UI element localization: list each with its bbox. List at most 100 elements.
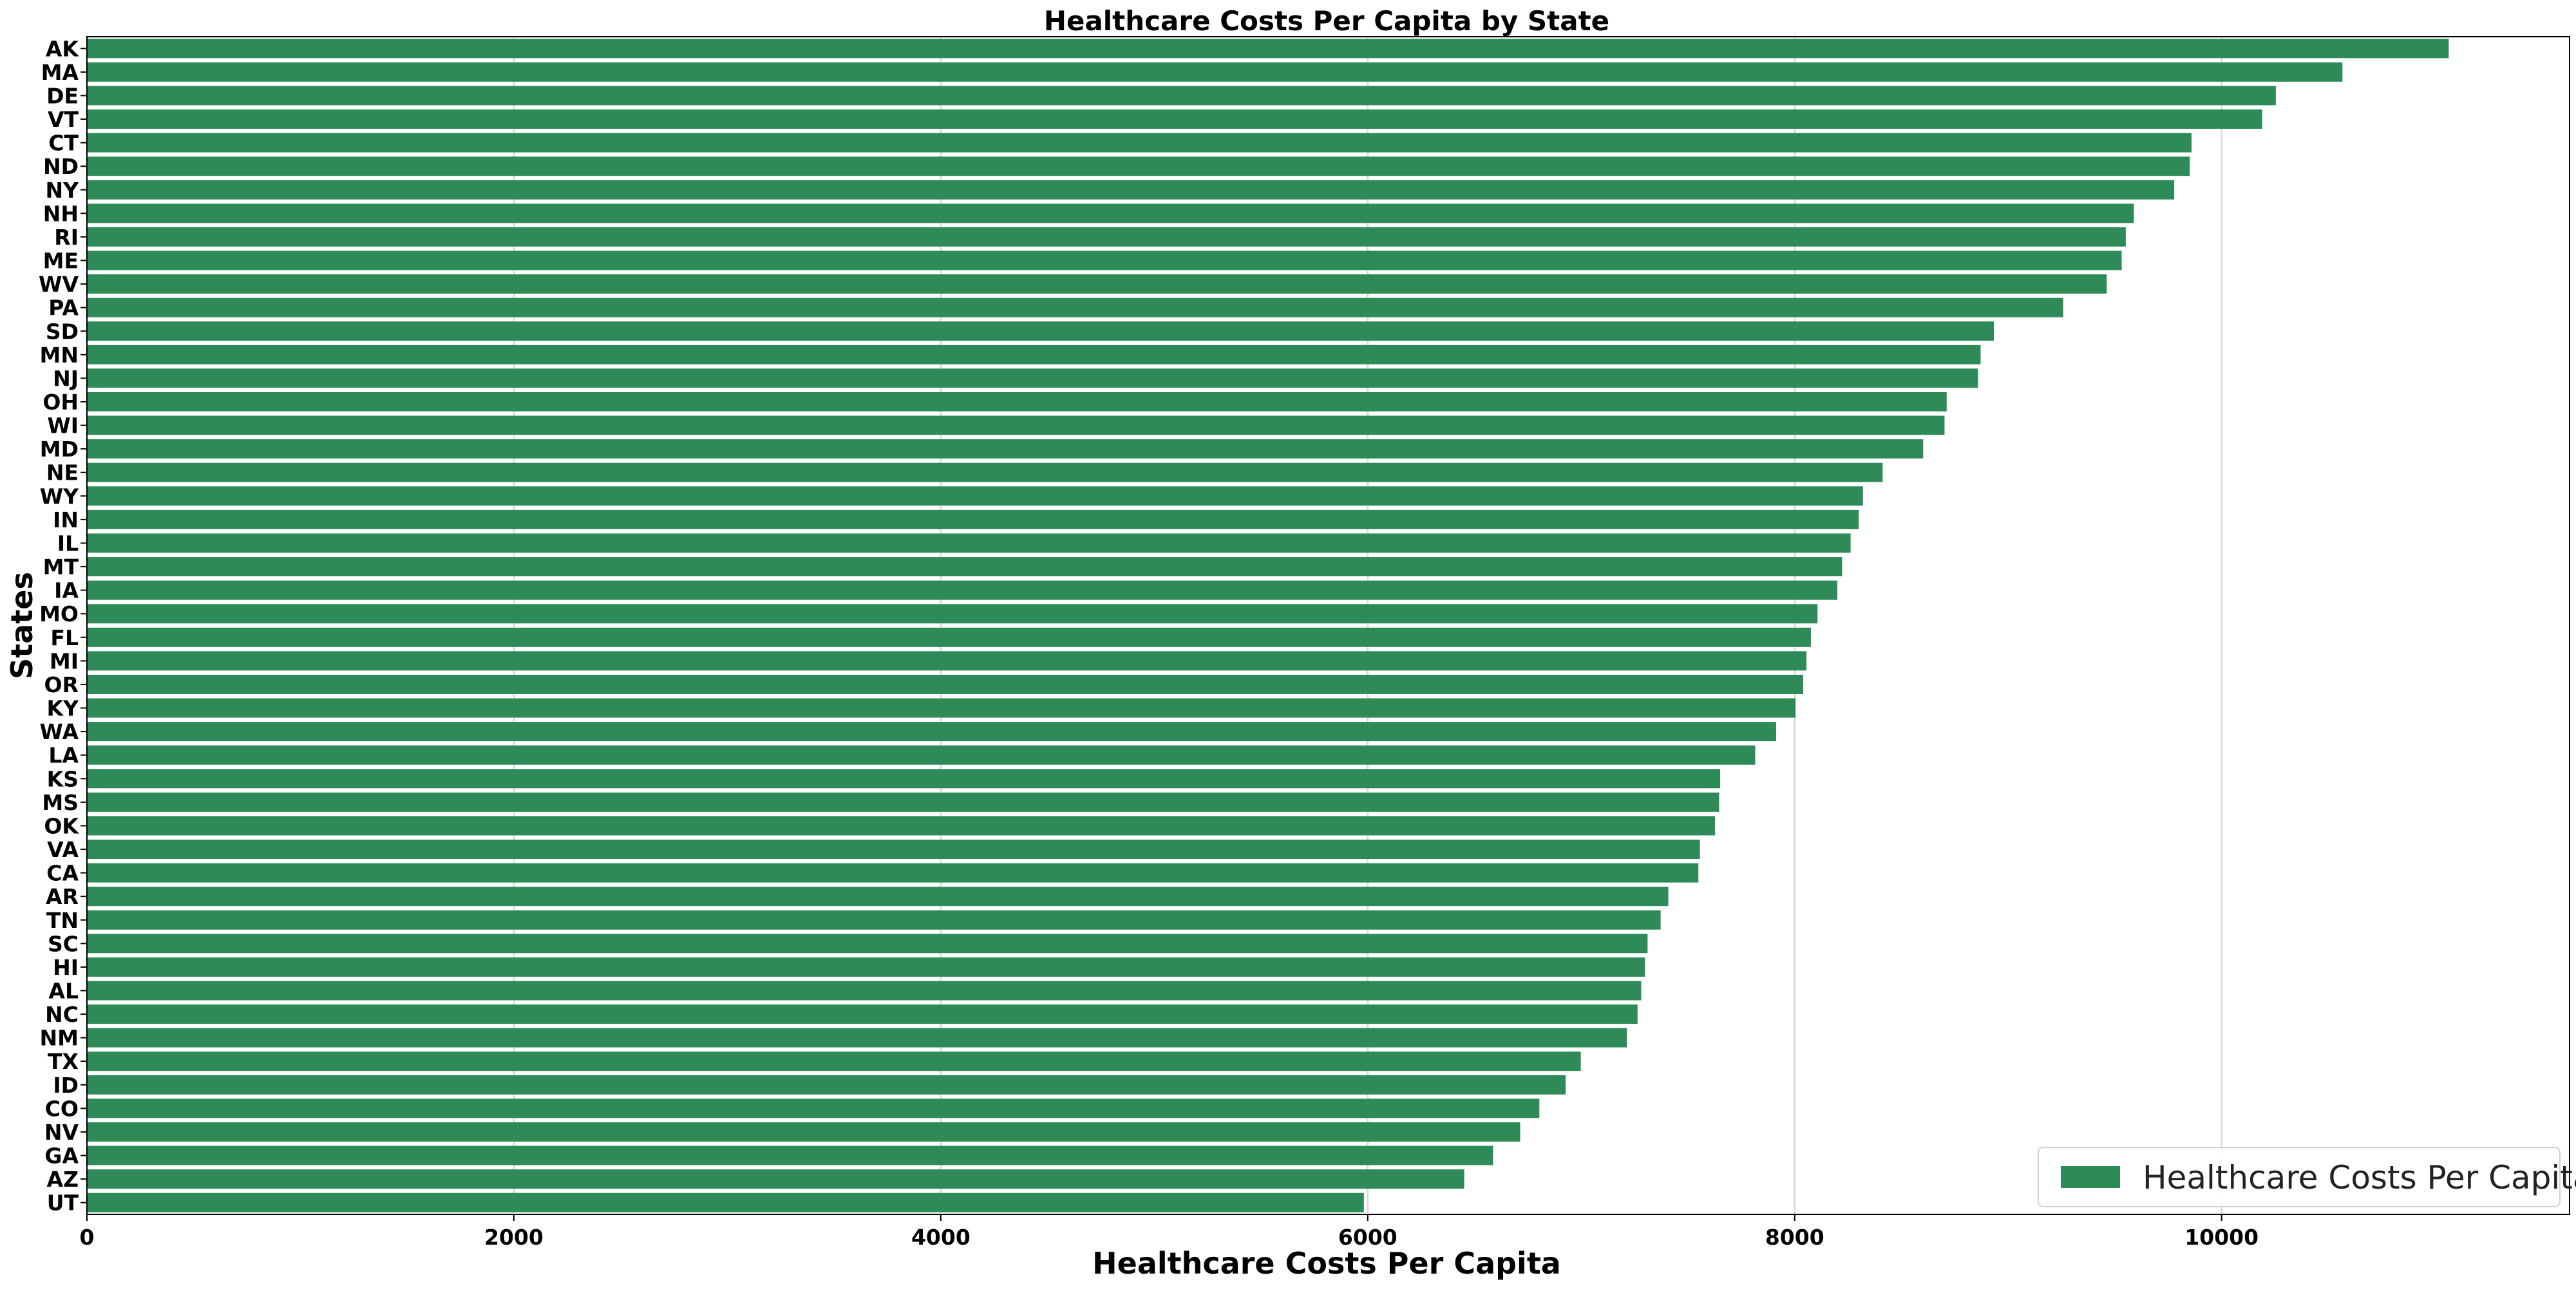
y-tick-label: OH [43, 390, 79, 415]
y-tick-label: NY [45, 178, 79, 203]
y-tick-label: NV [44, 1120, 79, 1145]
bar-nm [87, 1028, 1627, 1048]
bar-or [87, 674, 1804, 694]
y-tick-label: OK [44, 813, 79, 838]
bar-nj [87, 368, 1978, 388]
y-tick-label: IA [54, 578, 79, 603]
x-tick-label: 10000 [2184, 1225, 2259, 1250]
bar-il [87, 533, 1851, 553]
x-tick-label: 4000 [911, 1225, 971, 1250]
y-tick-label: AK [46, 36, 80, 61]
y-tick-label: NC [45, 1002, 79, 1027]
bar-sd [87, 321, 1994, 341]
y-tick-label: VA [47, 837, 79, 862]
y-tick-label: ME [43, 249, 79, 274]
bar-ma [87, 62, 2343, 82]
y-tick-label: WI [47, 413, 79, 438]
y-tick-label: CA [46, 861, 79, 886]
bar-ak [87, 39, 2449, 59]
bar-nh [87, 203, 2134, 223]
x-axis-ticks: 0 2000 4000 6000 8000 10000 [80, 1214, 2259, 1250]
bar-wy [87, 486, 1863, 506]
bar-wv [87, 274, 2107, 294]
y-tick-label: LA [48, 743, 79, 768]
y-tick-label: TN [46, 908, 79, 933]
y-tick-label: NJ [53, 366, 79, 391]
bar-tx [87, 1051, 1581, 1071]
y-tick-label: MI [50, 648, 79, 674]
bar-md [87, 439, 1924, 459]
bar-ca [87, 863, 1699, 883]
bar-ne [87, 462, 1883, 482]
y-tick-label: FL [50, 625, 79, 650]
y-tick-label: WV [39, 272, 79, 297]
y-tick-label: ID [53, 1073, 79, 1098]
bar-pa [87, 297, 2063, 317]
bar-mn [87, 344, 1981, 364]
bar-in [87, 509, 1859, 529]
bars-layer [87, 39, 2449, 1212]
y-tick-label: MD [40, 437, 79, 462]
bar-id [87, 1075, 1566, 1095]
y-tick-label: GA [44, 1144, 79, 1169]
bar-ia [87, 580, 1838, 600]
y-tick-label: IN [53, 507, 79, 532]
y-tick-label: WY [40, 484, 79, 509]
y-tick-label: HI [53, 955, 79, 980]
bar-ok [87, 816, 1716, 836]
x-tick-label: 8000 [1765, 1225, 1824, 1250]
x-tick-label: 2000 [484, 1225, 544, 1250]
bar-tn [87, 910, 1661, 930]
y-tick-label: AZ [47, 1167, 79, 1192]
y-tick-label: CT [48, 131, 79, 156]
y-tick-label: MO [39, 601, 79, 627]
y-tick-label: MT [43, 554, 79, 580]
bar-ks [87, 769, 1721, 789]
y-tick-label: WA [40, 719, 79, 744]
bar-co [87, 1098, 1540, 1118]
bar-ar [87, 887, 1669, 907]
bar-ct [87, 133, 2192, 153]
y-tick-label: KY [47, 696, 80, 721]
y-tick-label: MN [40, 343, 79, 368]
bar-me [87, 250, 2122, 270]
bar-wi [87, 415, 1945, 435]
legend-label: Healthcare Costs Per Capita [2143, 1159, 2576, 1196]
y-tick-label: IL [57, 531, 79, 556]
bar-sc [87, 934, 1648, 954]
plot-frame [86, 36, 2570, 1215]
bar-fl [87, 627, 1811, 647]
y-tick-label: SD [46, 319, 79, 344]
y-tick-label: AL [48, 978, 79, 1003]
y-tick-label: SC [48, 931, 79, 956]
x-tick-label: 0 [80, 1225, 95, 1250]
bar-la [87, 745, 1756, 765]
y-tick-label: NH [43, 201, 79, 226]
bar-oh [87, 391, 1947, 411]
bar-al [87, 981, 1642, 1001]
legend-swatch [2061, 1166, 2120, 1188]
bar-mi [87, 651, 1806, 671]
y-tick-label: KS [47, 766, 79, 791]
bar-nv [87, 1122, 1520, 1142]
legend-box [2038, 1147, 2561, 1207]
bar-va [87, 840, 1700, 860]
y-tick-label: TX [48, 1049, 79, 1074]
bar-ri [87, 227, 2126, 247]
y-tick-label: PA [48, 296, 79, 321]
y-tick-label: ND [43, 154, 79, 179]
y-tick-label: DE [46, 83, 79, 108]
bar-ut [87, 1192, 1364, 1212]
bar-wa [87, 722, 1776, 742]
y-tick-label: MA [41, 60, 79, 85]
y-tick-label: CO [45, 1096, 79, 1121]
y-axis-ticks: AKMADEVTCTNDNYNHRIMEWVPASDMNNJOHWIMDNEWY… [39, 36, 87, 1216]
chart-title: Healthcare Costs Per Capita by State [1044, 5, 1609, 37]
bar-ms [87, 792, 1719, 812]
x-axis-label: Healthcare Costs Per Capita [1092, 1246, 1561, 1281]
bar-ky [87, 698, 1796, 718]
bar-mt [87, 557, 1842, 577]
y-tick-label: UT [47, 1191, 79, 1216]
